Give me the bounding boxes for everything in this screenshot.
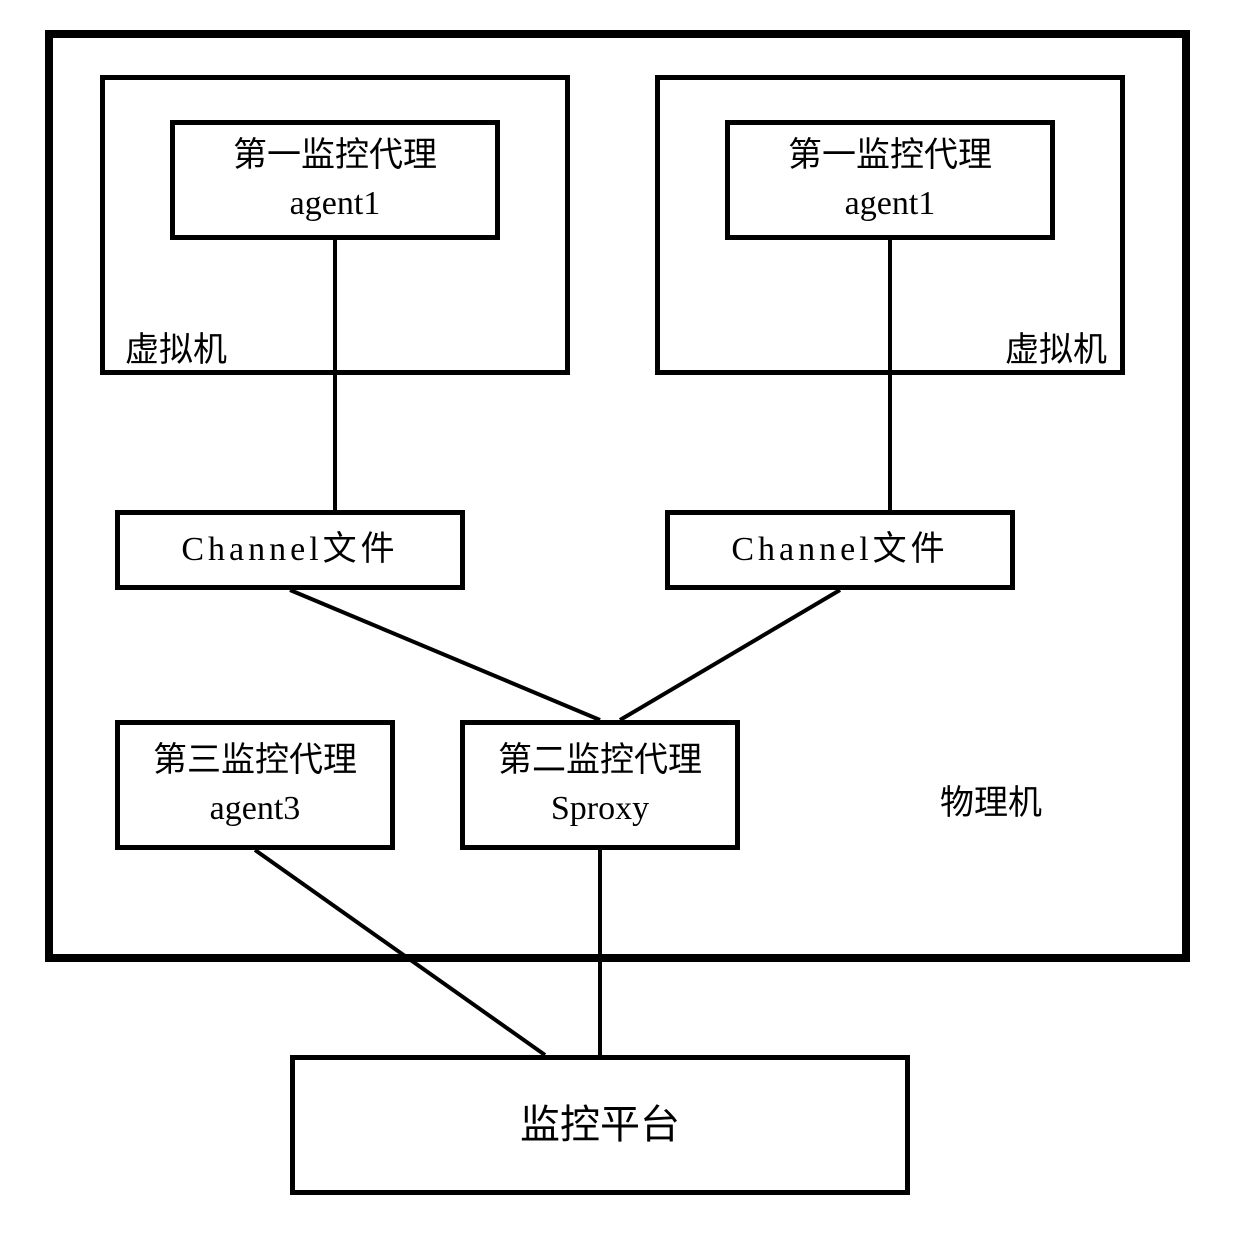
agent1-right-line2: agent1 xyxy=(788,180,992,228)
vm-right-label: 虚拟机 xyxy=(1005,322,1107,371)
channel-right-box: Channel文件 xyxy=(665,510,1015,590)
agent1-left-box: 第一监控代理 agent1 xyxy=(170,120,500,240)
agent3-line1: 第三监控代理 xyxy=(153,737,357,785)
agent1-right-line1: 第一监控代理 xyxy=(788,132,992,180)
channel-left-text: Channel文件 xyxy=(181,526,398,574)
diagram-canvas: 虚拟机 虚拟机 第一监控代理 agent1 第一监控代理 agent1 Chan… xyxy=(0,0,1238,1247)
sproxy-box: 第二监控代理 Sproxy xyxy=(460,720,740,850)
sproxy-line2: Sproxy xyxy=(498,785,702,833)
agent3-line2: agent3 xyxy=(153,785,357,833)
agent3-box: 第三监控代理 agent3 xyxy=(115,720,395,850)
physical-machine-label: 物理机 xyxy=(940,775,1042,824)
sproxy-line1: 第二监控代理 xyxy=(498,737,702,785)
vm-left-label: 虚拟机 xyxy=(125,322,227,371)
agent1-right-box: 第一监控代理 agent1 xyxy=(725,120,1055,240)
channel-right-text: Channel文件 xyxy=(731,526,948,574)
platform-text: 监控平台 xyxy=(520,1097,680,1153)
agent1-left-line2: agent1 xyxy=(233,180,437,228)
agent1-left-line1: 第一监控代理 xyxy=(233,132,437,180)
platform-box: 监控平台 xyxy=(290,1055,910,1195)
channel-left-box: Channel文件 xyxy=(115,510,465,590)
